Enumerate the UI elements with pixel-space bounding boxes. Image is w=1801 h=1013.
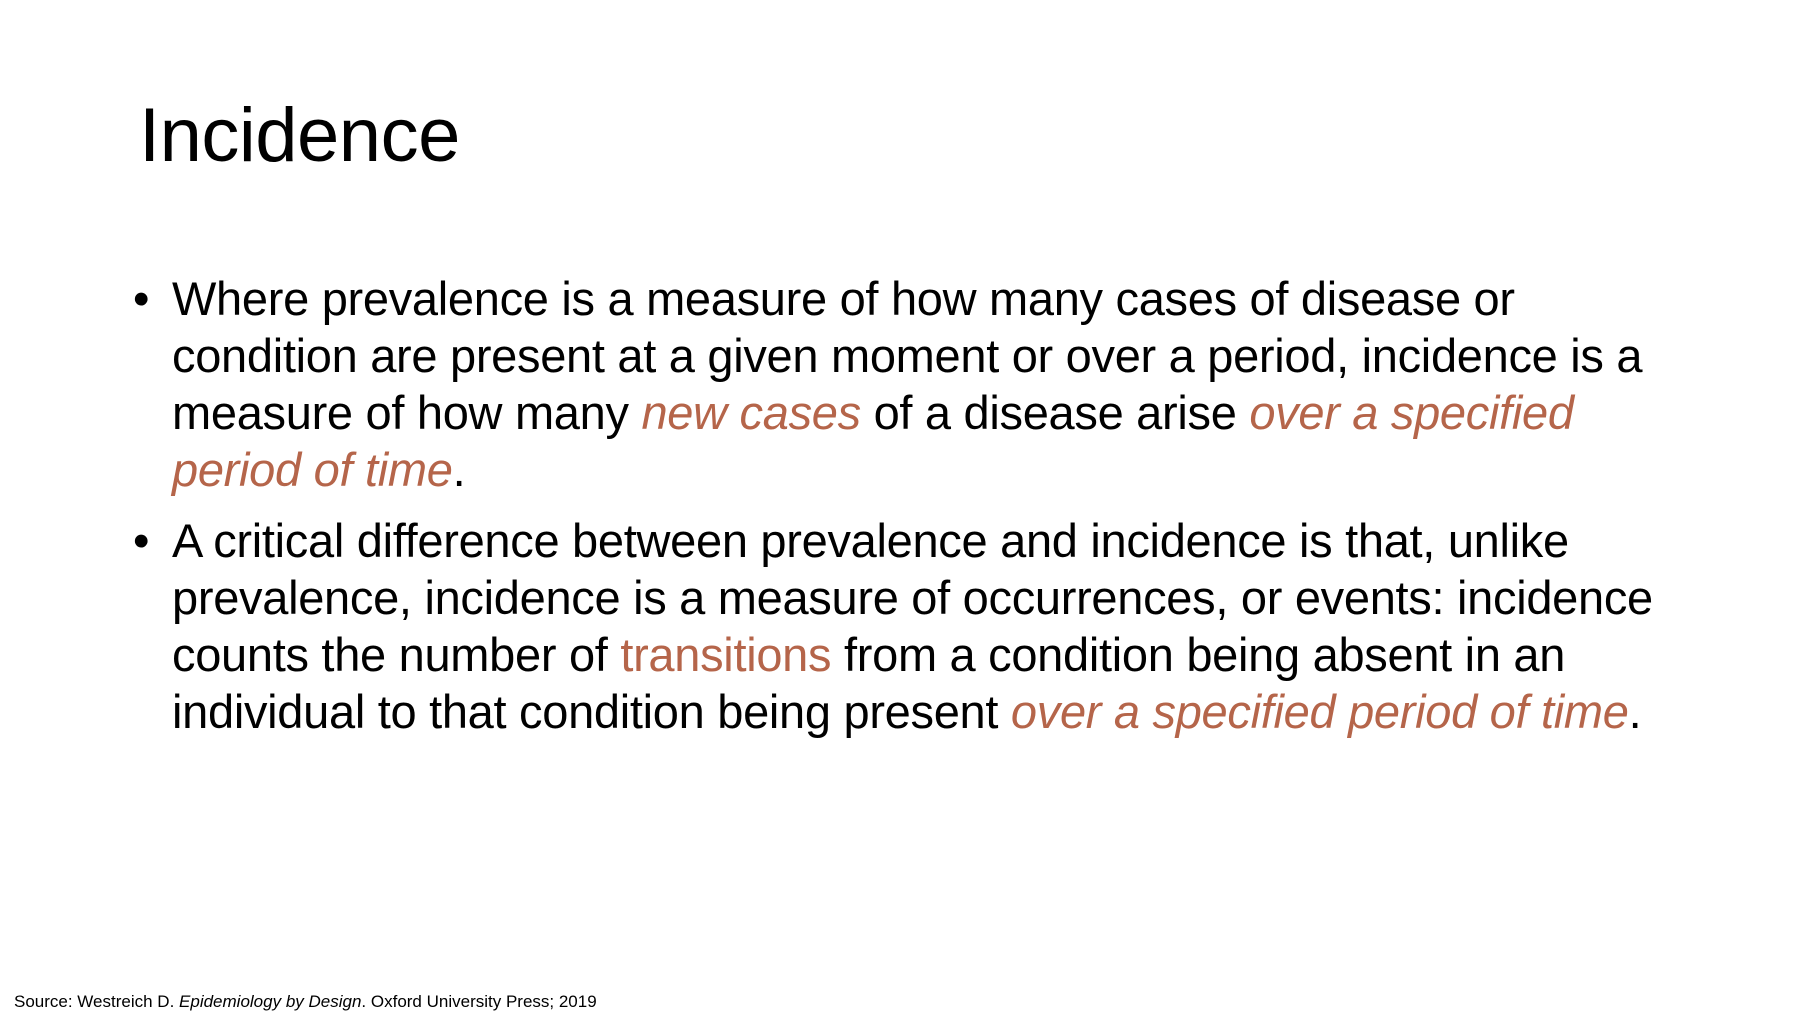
highlight-time-period: over a specified period of time — [1010, 685, 1629, 738]
bullet-text-end: . — [452, 443, 466, 496]
bullet-marker: • — [133, 272, 150, 325]
bullet-item-2: • A critical difference between prevalenc… — [133, 512, 1693, 740]
slide-title: Incidence — [139, 93, 460, 178]
bullet-text: of a disease arise — [860, 386, 1250, 439]
bullet-text: from a condition being absent in an indi… — [172, 628, 1566, 738]
highlight-transitions: transitions — [620, 628, 832, 681]
highlight-new-cases: new cases — [641, 386, 861, 439]
bullet-marker: • — [133, 514, 150, 567]
highlight-time-period: over a specified period of time — [172, 386, 1574, 496]
source-suffix: . Oxford University Press; 2019 — [361, 992, 597, 1011]
bullet-item-1: • Where prevalence is a measure of how ma… — [133, 270, 1693, 498]
source-book-title: Epidemiology by Design — [179, 992, 362, 1011]
source-citation: Source: Westreich D. Epidemiology by Des… — [14, 992, 597, 1012]
bullet-text: A critical difference between prevalence… — [172, 514, 1653, 681]
bullet-text: Where prevalence is a measure of how man… — [172, 272, 1643, 439]
source-prefix: Source: Westreich D. — [14, 992, 180, 1011]
bullet-text-end: . — [1628, 685, 1642, 738]
bullet-list: • Where prevalence is a measure of how ma… — [133, 270, 1693, 754]
